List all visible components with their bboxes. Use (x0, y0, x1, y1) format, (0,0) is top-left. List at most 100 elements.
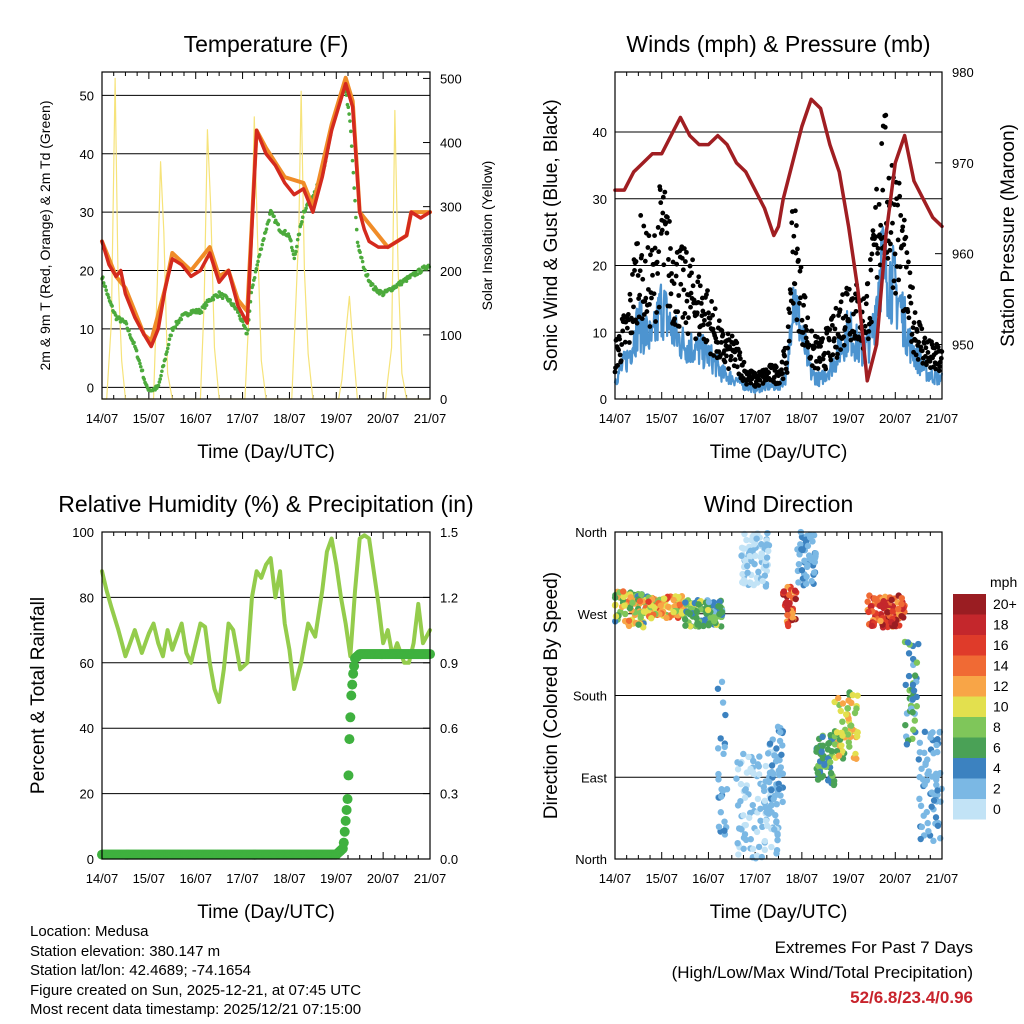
direction-point (766, 806, 773, 814)
gust-point (680, 267, 686, 273)
direction-point (880, 598, 887, 605)
direction-point (695, 620, 702, 628)
direction-point (808, 577, 815, 585)
direction-point (763, 822, 771, 829)
figure-created: Figure created on Sun, 2025-12-21, at 07… (30, 981, 362, 999)
y-tick-label-right: 960 (952, 247, 974, 262)
direction-point (814, 769, 822, 777)
dewpoint-point (264, 227, 269, 231)
precip-point (347, 679, 358, 690)
direction-point (854, 692, 861, 699)
direction-point (761, 846, 769, 854)
direction-point (749, 845, 757, 853)
direction-point (933, 781, 940, 789)
series-precipitation (97, 649, 435, 860)
direction-point (791, 587, 799, 594)
direction-point (762, 762, 769, 770)
gust-point (865, 336, 871, 342)
gust-point (726, 366, 731, 372)
direction-point (705, 598, 713, 606)
gust-point (937, 364, 943, 370)
direction-point (894, 605, 902, 613)
direction-point (930, 797, 938, 804)
gust-point (830, 313, 836, 319)
gust-point (908, 300, 914, 306)
y-tick-label: 40 (80, 721, 94, 736)
x-tick-label: 16/07 (692, 411, 725, 426)
dewpoint-point (351, 170, 356, 175)
dewpoint-point (290, 248, 295, 253)
chart-title: Winds (mph) & Pressure (mb) (626, 31, 930, 57)
gust-point (914, 329, 920, 334)
x-tick-label: 14/07 (599, 871, 632, 886)
gust-point (637, 268, 643, 274)
direction-point (620, 593, 627, 601)
direction-point (824, 746, 832, 753)
legend-swatch (953, 614, 986, 635)
dewpoint-point (354, 215, 358, 220)
direction-point (845, 739, 852, 746)
gust-point (655, 271, 661, 276)
dewpoint-point (138, 364, 143, 369)
gust-point (694, 310, 700, 316)
direction-point (741, 794, 749, 801)
x-tick-label: 19/07 (832, 411, 865, 426)
series-wind (613, 226, 943, 394)
legend-swatch (953, 778, 986, 799)
direction-point (771, 826, 778, 833)
x-tick-label: 20/07 (879, 871, 912, 886)
gust-point (737, 350, 743, 355)
gust-point (828, 357, 834, 363)
direction-point (802, 580, 810, 587)
y-tick-label: 10 (593, 325, 607, 340)
dewpoint-point (260, 242, 265, 247)
y-tick-label: 40 (593, 125, 607, 140)
y-tick-label: North (575, 525, 607, 540)
direction-point (928, 789, 935, 796)
direction-point (774, 723, 782, 731)
direction-point (706, 620, 713, 627)
gust-point (846, 286, 852, 292)
gust-point (665, 214, 670, 220)
direction-point (700, 622, 707, 630)
gust-point (640, 276, 646, 282)
gust-point (842, 325, 848, 330)
gust-point (827, 327, 833, 332)
x-tick-label: 18/07 (273, 411, 306, 426)
direction-point (773, 745, 780, 752)
gust-point (685, 331, 691, 337)
direction-point (775, 785, 783, 793)
direction-point (759, 823, 766, 831)
gust-point (802, 294, 808, 300)
legend-swatch (953, 758, 986, 779)
gust-point (869, 251, 875, 257)
plot-frame (101, 71, 431, 400)
y-tick-label-right: 0.9 (440, 656, 458, 671)
direction-point (693, 614, 700, 622)
direction-point (722, 711, 729, 719)
gust-point (748, 380, 754, 386)
gust-point (651, 291, 657, 297)
gust-point (799, 317, 805, 323)
direction-point (645, 598, 652, 605)
gust-point (907, 270, 913, 276)
gust-point (617, 352, 623, 358)
direction-point (747, 809, 754, 817)
y-tick-label-right: 980 (952, 65, 974, 80)
direction-point (714, 745, 722, 752)
y-axis-label: 2m & 9m T (Red, Orange) & 2m Td (Green) (37, 101, 53, 371)
legend-swatch (953, 676, 986, 697)
x-axis-label: Time (Day/UTC) (197, 442, 335, 463)
y-tick-label-right: 300 (440, 200, 462, 215)
extremes-title: Extremes For Past 7 Days (774, 938, 973, 957)
y-tick-label-right: 1.2 (440, 590, 458, 605)
dewpoint-point (259, 247, 264, 251)
x-tick-label: 14/07 (599, 411, 632, 426)
gust-point (916, 339, 922, 345)
dewpoint-point (255, 263, 259, 267)
direction-point (780, 588, 788, 595)
x-tick-label: 21/07 (414, 871, 447, 886)
direction-point (842, 711, 850, 718)
x-tick-label: 17/07 (226, 411, 259, 426)
gust-point (682, 259, 688, 264)
